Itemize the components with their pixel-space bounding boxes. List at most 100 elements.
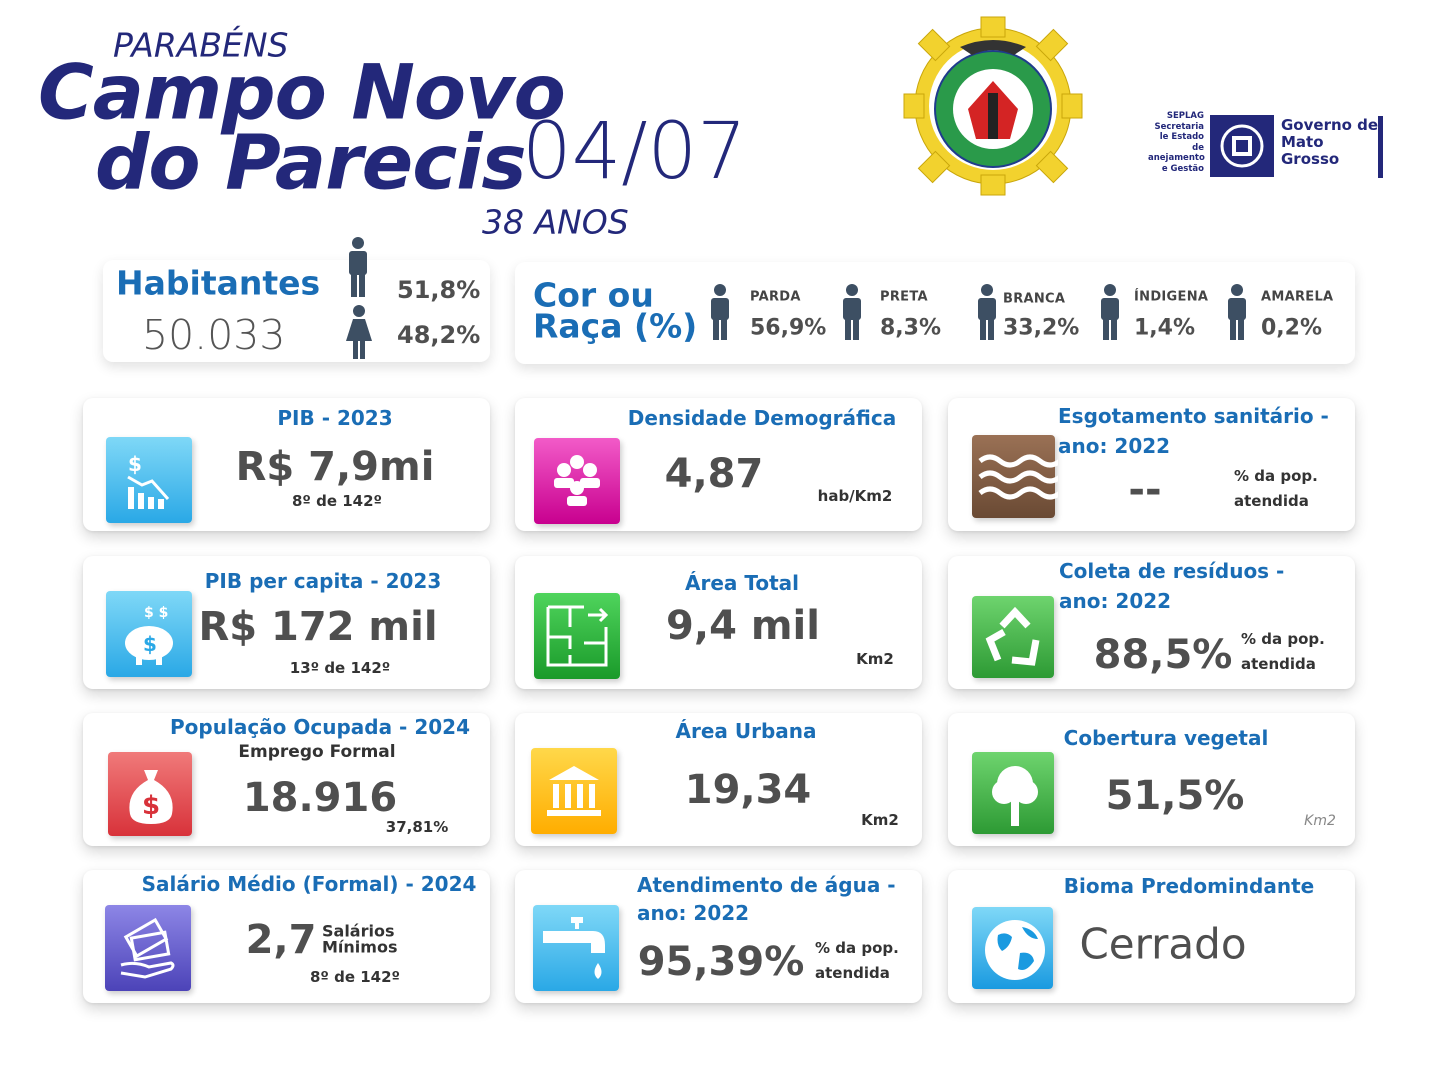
card-value: 88,5%: [1093, 632, 1233, 678]
card-title: Coleta de resíduos -: [1059, 559, 1285, 583]
card-value: 19,34: [684, 767, 812, 813]
card-unit: Km2: [856, 650, 894, 668]
card-value: 51,5%: [1105, 773, 1245, 819]
card-unit: hab/Km2: [817, 487, 893, 505]
card-unit: Km2: [861, 811, 899, 829]
race-label: AMARELA: [1261, 289, 1334, 305]
female-icon: [346, 305, 372, 359]
population-total: 50.033: [142, 311, 286, 359]
title-line: Campo Novo: [38, 47, 566, 137]
race-label: ÍNDIGENA: [1134, 289, 1209, 305]
card-title: PIB per capita - 2023: [204, 569, 442, 593]
race-value: 33,2%: [1003, 315, 1080, 341]
icon-chart: $: [106, 437, 192, 523]
card-value: 9,4 mil: [666, 603, 820, 649]
race-label: PARDA: [750, 289, 801, 305]
card-unit: % da pop.: [815, 939, 899, 957]
seplag-line: le Estado de: [1159, 132, 1204, 153]
icon-people: [534, 438, 620, 524]
logo-bar: [1378, 116, 1383, 178]
seplag-line: SEPLAG: [1166, 111, 1204, 121]
kicker: PARABÉNS: [113, 25, 289, 65]
card-subtitle: Emprego Formal: [238, 742, 396, 762]
seplag-line: Secretaria: [1154, 121, 1204, 132]
card-value: R$ 172 mil: [198, 604, 438, 650]
card-title: Área Urbana: [675, 719, 817, 743]
municipal-seal: [903, 16, 1083, 196]
race-value: 0,2%: [1261, 315, 1323, 341]
card-title: Salário Médio (Formal) - 2024: [141, 872, 477, 896]
card-unit: % da pop.: [1234, 467, 1318, 485]
person-icon: [1228, 284, 1246, 340]
card-rank: 13º de 142º: [289, 659, 391, 677]
female-share: 48,2%: [397, 321, 481, 349]
government-line: Mato: [1281, 133, 1324, 151]
card-title: População Ocupada - 2024: [170, 715, 470, 739]
icon-globe: [972, 907, 1053, 989]
population-box: [103, 260, 490, 362]
card-unit: % da pop.: [1241, 630, 1325, 648]
icon-money-bag: $: [108, 752, 192, 836]
card-title: ano: 2022: [637, 901, 750, 925]
government-line: Grosso: [1281, 150, 1340, 168]
icon-tree: [972, 752, 1054, 834]
male-icon: [349, 237, 367, 297]
card-title: Bioma Predomindante: [1063, 874, 1315, 898]
card-value: Cerrado: [1079, 919, 1247, 969]
male-share: 51,8%: [397, 276, 481, 304]
race-value: 56,9%: [750, 315, 827, 341]
seplag-logo: SEPLAG Secretaria le Estado de anejament…: [1148, 111, 1205, 174]
age: 38 ANOS: [482, 202, 629, 242]
card-unit: atendida: [815, 964, 890, 982]
race-value: 1,4%: [1134, 315, 1196, 341]
card-rank: 8º de 142º: [291, 492, 383, 510]
card-unit: atendida: [1241, 655, 1316, 673]
race-label: BRANCA: [1003, 291, 1066, 307]
race-label: PRETA: [880, 289, 928, 305]
government-logo: Governo de Mato Grosso: [1281, 117, 1378, 168]
person-icon: [1101, 284, 1119, 340]
icon-piggy: $ $ $: [106, 591, 192, 677]
card-title: PIB - 2023: [277, 406, 393, 430]
card-note: 37,81%: [385, 818, 449, 836]
card-unit: Km2: [1304, 813, 1336, 829]
svg-text:$: $: [143, 632, 157, 656]
card-title: Densidade Demográfica: [627, 406, 897, 430]
card-value: 95,39%: [637, 939, 805, 985]
race-value: 8,3%: [880, 315, 942, 341]
seplag-line: anejamento: [1148, 153, 1205, 163]
government-line: Governo de: [1281, 116, 1379, 134]
card-title: ano: 2022: [1059, 589, 1172, 613]
population-label: Habitantes: [116, 263, 321, 303]
card-value: R$ 7,9mi: [235, 444, 435, 490]
card-rank: 8º de 142º: [309, 968, 401, 986]
seplag-line: e Gestão: [1161, 163, 1204, 174]
card-unit: atendida: [1234, 492, 1309, 510]
person-icon: [843, 284, 861, 340]
card-title: ano: 2022: [1058, 434, 1171, 458]
icon-floorplan: [534, 593, 620, 679]
card-unit: Mínimos: [322, 937, 398, 957]
date: 04/07: [522, 107, 747, 197]
person-icon: [978, 284, 996, 340]
card-unit: Salários: [322, 921, 395, 941]
svg-text:$: $: [128, 452, 142, 476]
icon-recycle: [972, 596, 1054, 678]
svg-text:$ $: $ $: [144, 605, 168, 621]
card-title: Área Total: [684, 571, 800, 595]
card-title: Cobertura vegetal: [1063, 726, 1269, 750]
icon-building: [531, 748, 617, 834]
card-value: 2,7: [245, 917, 317, 963]
icon-tap: [533, 905, 619, 991]
race-title: Cor ou: [533, 275, 654, 315]
race-title: Raça (%): [533, 306, 698, 346]
state-emblem: [1210, 115, 1274, 177]
race-box: [515, 262, 1355, 364]
title-line: do Parecis: [95, 117, 527, 207]
card-value: 18.916: [242, 775, 398, 821]
svg-text:$: $: [142, 791, 160, 821]
card-title: Esgotamento sanitário -: [1058, 404, 1329, 428]
card-value: 4,87: [664, 451, 764, 497]
